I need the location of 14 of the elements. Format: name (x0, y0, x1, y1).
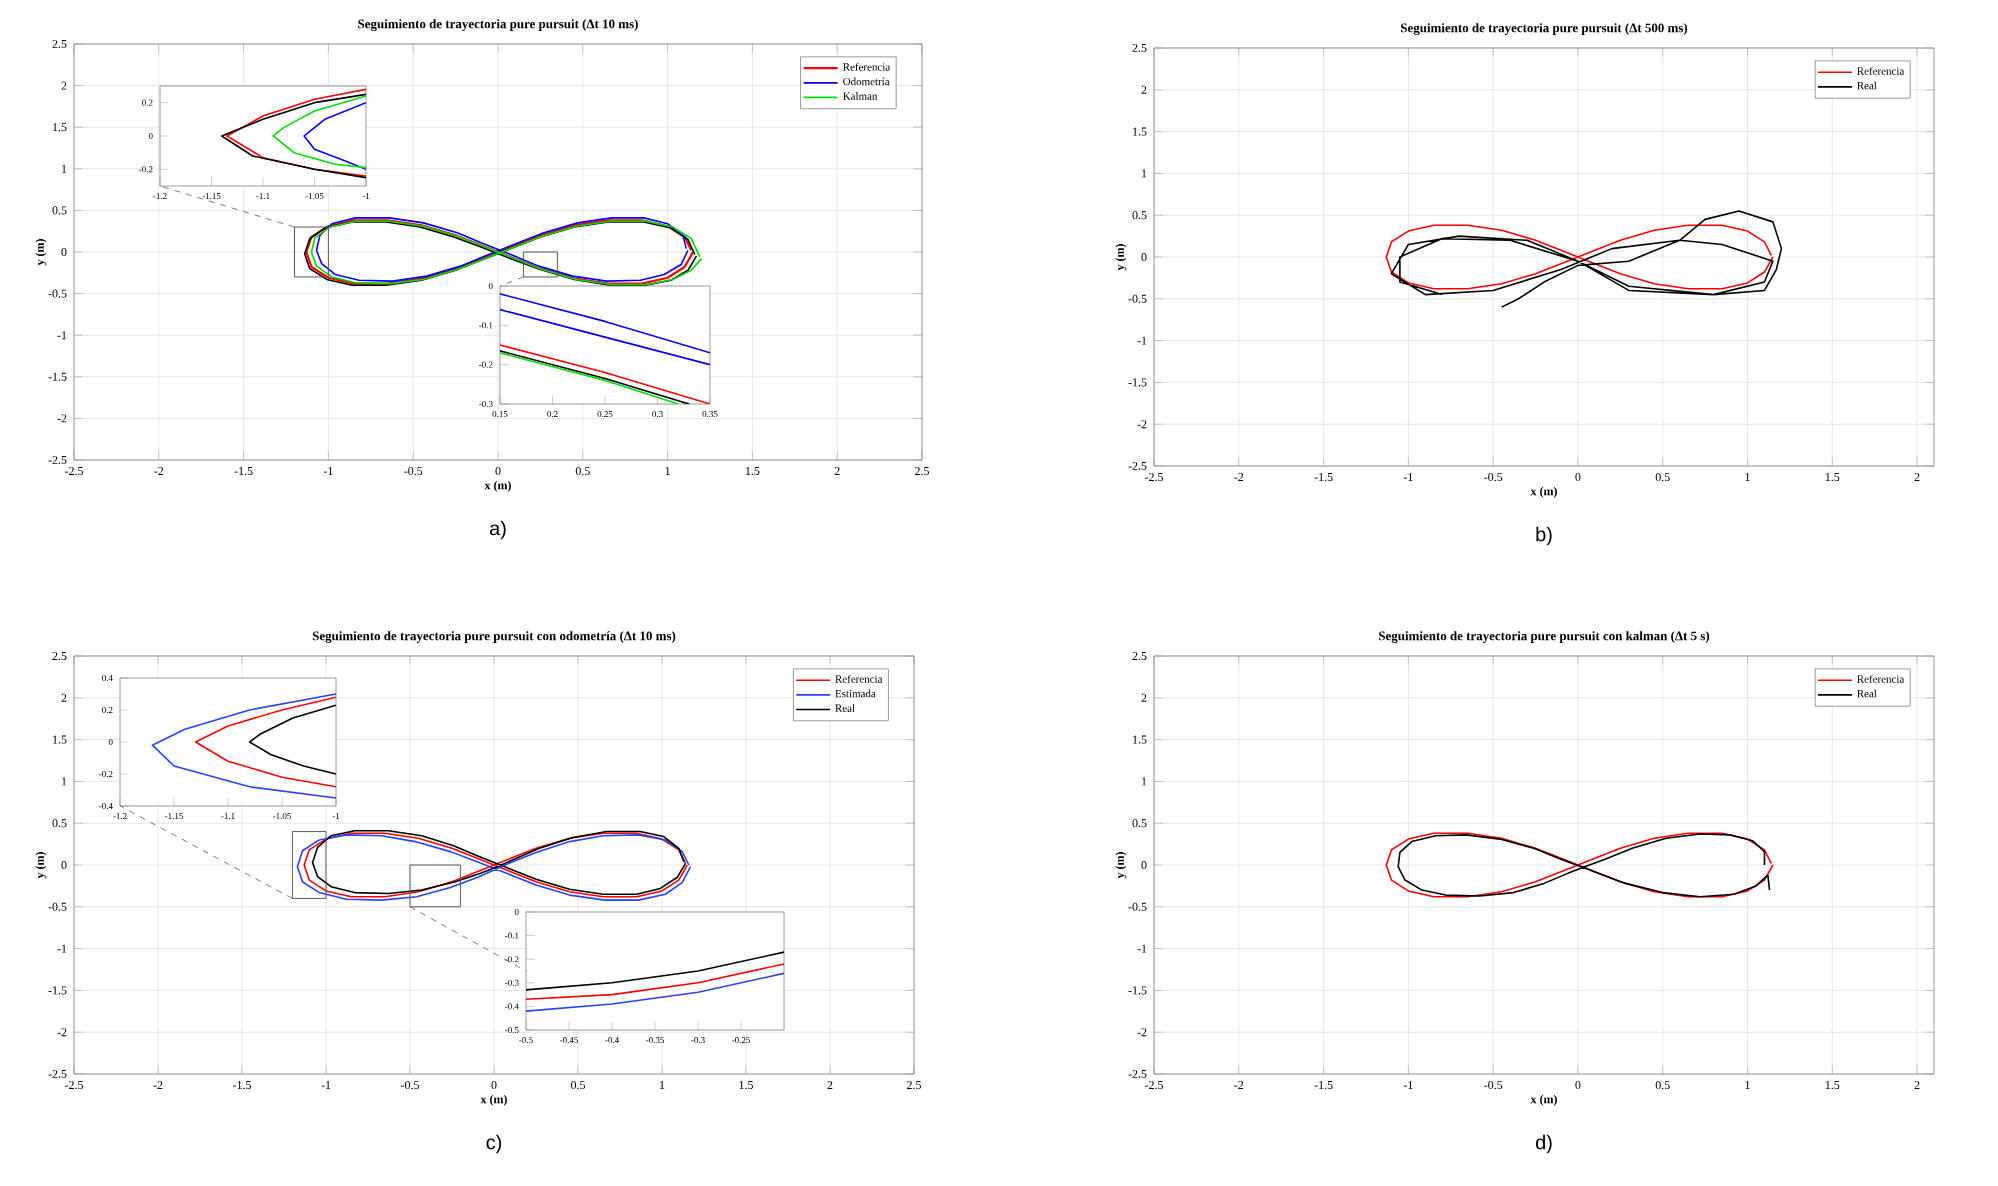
line-series (272, 95, 366, 169)
line-series (526, 951, 785, 991)
line-series (194, 696, 336, 788)
line-series (526, 972, 785, 1012)
text: c) (486, 1134, 502, 1154)
line-series (526, 963, 785, 1001)
text: d) (1536, 1134, 1552, 1154)
line-series (151, 693, 336, 799)
line-series (1385, 224, 1774, 290)
text: b) (1536, 526, 1552, 546)
line-series (248, 704, 336, 775)
line-series (1390, 210, 1783, 308)
line-series (303, 101, 366, 171)
text: a) (489, 520, 506, 540)
